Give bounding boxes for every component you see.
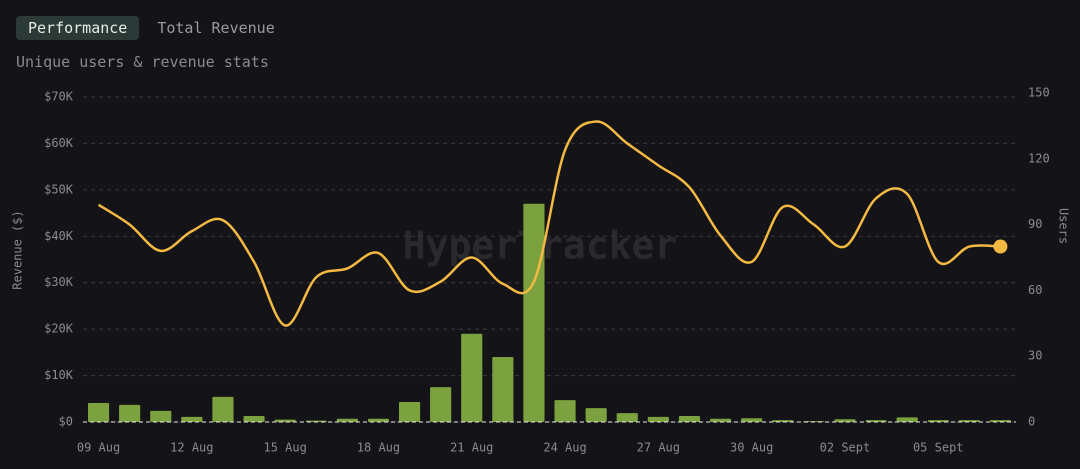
bar (896, 417, 918, 422)
bar (87, 402, 110, 422)
x-tick-label: 30 Aug (730, 441, 773, 455)
x-tick-label: 24 Aug (543, 441, 586, 455)
y2-tick-label: 60 (1028, 283, 1042, 297)
tab[interactable]: Total Revenue (157, 19, 275, 37)
bar (492, 357, 514, 422)
bar (585, 408, 607, 422)
bar (243, 415, 265, 422)
bar (741, 418, 763, 422)
line (97, 120, 1001, 327)
tabs: Performance Total Revenue (16, 16, 287, 40)
bar (461, 333, 483, 422)
y-axis-label: Revenue ($) (11, 210, 25, 289)
bar (274, 419, 296, 422)
bar (523, 203, 545, 422)
line-end-marker (993, 239, 1008, 254)
bar (678, 415, 701, 422)
bar (398, 402, 421, 422)
bar (336, 418, 358, 422)
x-tick-label: 27 Aug (637, 441, 680, 455)
y2-tick-label: 30 (1028, 349, 1042, 363)
y2-tick-label: 150 (1028, 86, 1050, 100)
bar (834, 419, 856, 422)
x-tick-label: 18 Aug (357, 441, 400, 455)
x-tick-label: 02 Sept (820, 441, 871, 455)
y-tick-label: $70K (44, 90, 74, 104)
x-tick-label: 05 Sept (913, 441, 964, 455)
y2-tick-label: 90 (1028, 217, 1042, 231)
x-tick-label: 09 Aug (77, 441, 120, 455)
bar (554, 400, 576, 422)
x-tick-label: 12 Aug (170, 441, 213, 455)
bar (616, 413, 638, 422)
bar (150, 410, 172, 422)
bar (181, 416, 203, 422)
bar (430, 387, 452, 422)
x-tick-label: 15 Aug (263, 441, 306, 455)
subtitle: Unique users & revenue stats (16, 53, 269, 71)
bar (119, 404, 141, 422)
y-tick-label: $40K (44, 229, 74, 243)
bar (367, 418, 390, 422)
bar (212, 396, 234, 422)
y-tick-label: $60K (44, 136, 74, 150)
tab[interactable]: Performance (16, 16, 140, 40)
y2-axis-label: Users (1057, 208, 1071, 244)
y2-tick-label: 0 (1028, 415, 1035, 429)
x-tick-label: 21 Aug (450, 441, 493, 455)
y-tick-label: $30K (44, 275, 74, 289)
y-tick-label: $10K (44, 368, 74, 382)
bar (647, 416, 669, 422)
bar (709, 418, 732, 422)
y-tick-label: $50K (44, 182, 74, 196)
y-tick-label: $20K (44, 322, 74, 336)
y-tick-label: $0 (59, 415, 73, 429)
y2-tick-label: 120 (1028, 151, 1050, 165)
